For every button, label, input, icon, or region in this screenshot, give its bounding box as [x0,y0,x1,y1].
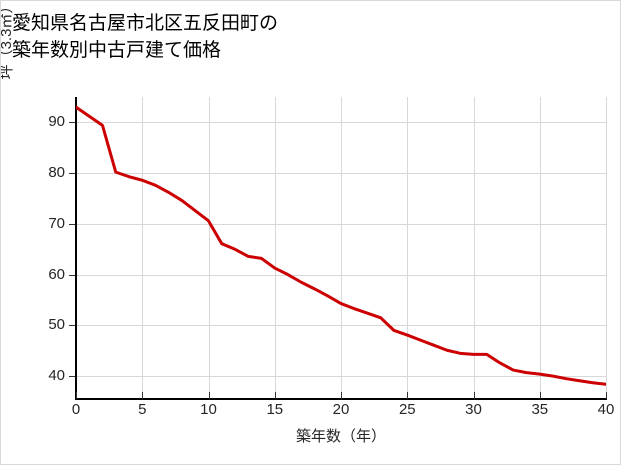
x-axis-tick-label: 40 [597,401,615,418]
y-axis-tick-label: 80 [48,164,65,182]
y-axis-tick-label: 90 [48,113,65,131]
gridline-vertical [407,97,409,399]
x-axis-tick-label: 30 [465,401,482,418]
gridline-vertical [274,97,276,399]
chart-title: 愛知県名古屋市北区五反田町の 築年数別中古戸建て価格 [12,13,279,61]
y-axis-tick [69,223,75,225]
x-axis-tick [208,392,210,399]
x-axis-tick-label: 10 [200,401,217,418]
y-axis-tick [69,274,75,276]
y-axis-title: 坪（3.3㎡）単価（万円） [1,1,19,145]
gridline-vertical [208,97,210,399]
x-axis-tick-label: 5 [138,401,147,418]
x-axis-tick [473,392,475,399]
x-axis-tick-label: 25 [398,401,416,418]
x-axis-spine [75,398,607,400]
gridline-vertical [341,97,342,399]
y-axis-tick [69,325,75,327]
gridline-vertical [142,97,144,399]
data-series-line [76,105,606,386]
x-axis-title: 築年数（年） [295,428,386,445]
y-axis-spine [75,97,77,400]
y-axis-tick-label: 40 [48,367,65,385]
x-axis-tick [539,392,541,399]
x-axis-tick [142,392,144,399]
y-axis-tick-label: 70 [48,214,65,232]
gridline-vertical [539,97,541,399]
gridline-vertical [606,97,607,399]
gridline-vertical [473,97,475,399]
y-axis-tick [69,173,75,175]
x-axis-tick [407,392,409,399]
x-axis-tick-label: 15 [266,401,284,418]
x-axis-tick [341,392,342,399]
y-axis-tick [69,122,75,124]
x-axis-tick-label: 20 [332,401,350,418]
y-axis-tick-label: 50 [48,316,65,334]
series-polyline [76,105,606,386]
y-axis-tick-label: 60 [48,265,65,283]
x-axis-tick [76,392,77,399]
plot-area [76,97,607,399]
y-axis-tick [69,376,75,378]
x-axis-tick-label: 35 [531,401,549,418]
x-axis-tick-label: 0 [71,401,81,418]
x-axis-tick [274,392,276,399]
x-axis-tick [606,392,607,399]
